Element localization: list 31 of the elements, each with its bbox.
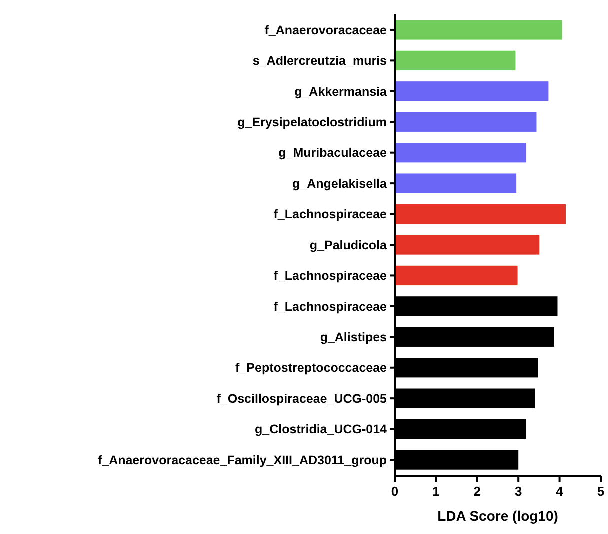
y-tick-label: g_Alistipes	[320, 330, 388, 345]
bar	[395, 20, 562, 40]
bar	[395, 174, 517, 194]
y-tick-label: f_Anaerovoracaceae	[264, 23, 388, 38]
x-tick-label: 3	[514, 484, 522, 499]
y-tick-label: f_Oscillospiraceae_UCG-005	[216, 392, 388, 406]
x-tick-label: 1	[432, 484, 440, 499]
y-tick-label: f_Lachnospiraceae	[274, 208, 388, 222]
y-tick-label: f_Anaerovoracaceae_Family_XIII_AD3011_group	[98, 453, 388, 468]
bar	[395, 204, 566, 224]
bar	[395, 82, 549, 102]
y-tick-label: g_Akkermansia	[294, 84, 388, 99]
y-tick-label: g_Angelakisella	[292, 176, 388, 191]
bar	[395, 112, 537, 132]
y-tick-label: s_Adlercreutzia_muris	[252, 54, 388, 68]
y-tick-label: f_Lachnospiraceae	[274, 269, 388, 284]
x-tick-label: 5	[597, 484, 605, 499]
bar	[395, 143, 526, 163]
y-tick-label: g_Erysipelatoclostridium	[238, 116, 387, 130]
y-tick-label: g_Clostridia_UCG-014	[255, 422, 388, 437]
bar	[395, 50, 516, 71]
x-tick-label: 2	[474, 484, 482, 499]
x-tick-label: 0	[391, 484, 399, 499]
y-tick-label: f_Lachnospiraceae	[274, 300, 388, 314]
x-axis-title: LDA Score (log10)	[438, 508, 558, 524]
bar	[395, 266, 518, 286]
y-tick-label: g_Paludicola	[310, 238, 388, 252]
y-tick-label: f_Peptostreptococcaceae	[236, 361, 388, 376]
bar	[395, 235, 540, 255]
x-tick-label: 4	[556, 484, 564, 499]
y-tick-label: g_Muribaculaceae	[278, 146, 388, 160]
